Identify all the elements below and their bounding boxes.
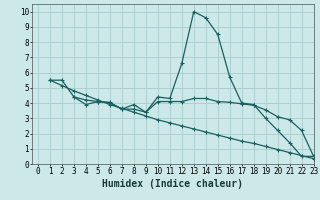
X-axis label: Humidex (Indice chaleur): Humidex (Indice chaleur)	[102, 179, 243, 189]
